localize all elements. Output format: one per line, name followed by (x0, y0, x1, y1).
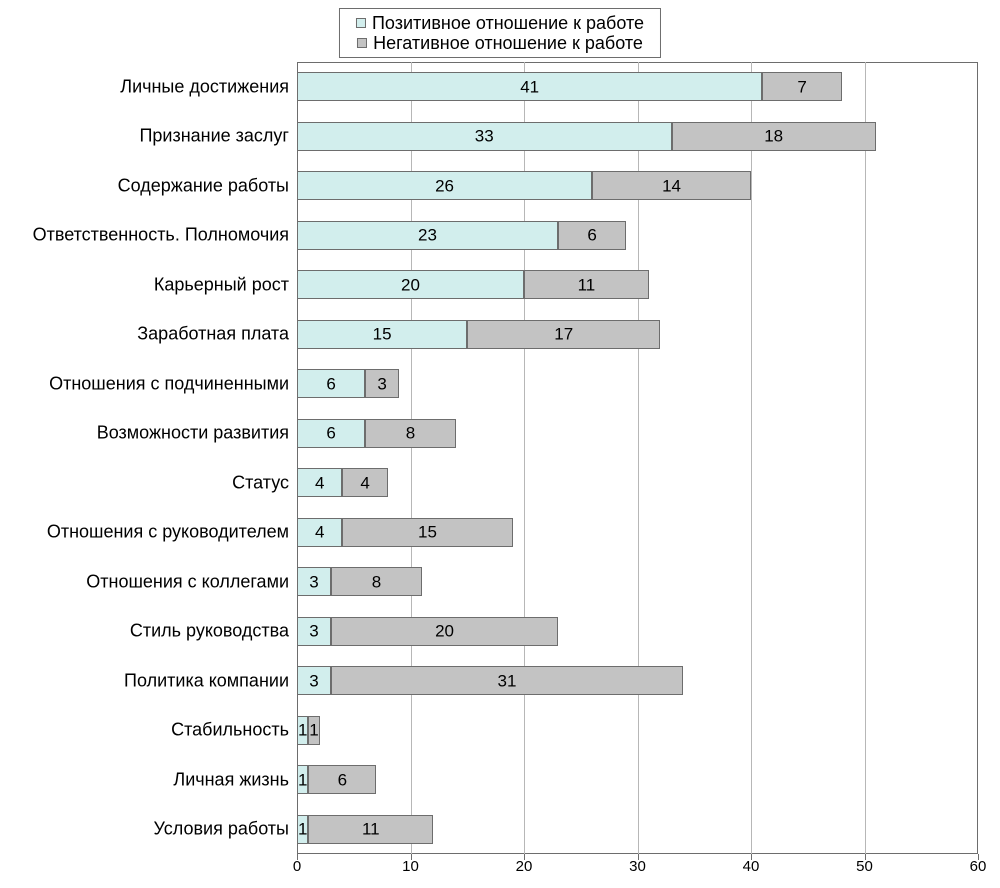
legend-item-negative: Негативное отношение к работе (356, 33, 644, 53)
bar-value-label: 6 (338, 771, 347, 788)
bar-positive: 1 (297, 716, 308, 745)
bar-value-label: 18 (764, 128, 783, 145)
bar-positive: 4 (297, 518, 342, 547)
bar-negative: 31 (331, 666, 683, 695)
bar-positive: 6 (297, 369, 365, 398)
bar-positive: 1 (297, 765, 308, 794)
bar-value-label: 8 (406, 425, 415, 442)
bar-negative: 6 (558, 221, 626, 250)
xtick-label: 60 (970, 854, 987, 875)
legend-swatch-positive (356, 18, 366, 28)
category-label: Отношения с коллегами (86, 571, 297, 592)
bar-value-label: 4 (360, 474, 369, 491)
category-label: Личные достижения (120, 76, 297, 97)
category-label: Содержание работы (118, 175, 297, 196)
bar-value-label: 33 (475, 128, 494, 145)
bar-positive: 33 (297, 122, 672, 151)
xtick-label: 50 (856, 854, 873, 875)
bar-value-label: 3 (309, 623, 318, 640)
bar-value-label: 20 (435, 623, 454, 640)
bar-positive: 15 (297, 320, 467, 349)
bar-value-label: 7 (797, 78, 806, 95)
bar-positive: 26 (297, 171, 592, 200)
category-label: Отношения с подчиненными (49, 373, 297, 394)
bar-positive: 3 (297, 666, 331, 695)
bar-value-label: 3 (309, 573, 318, 590)
bar-value-label: 3 (309, 672, 318, 689)
bar-value-label: 1 (298, 821, 307, 838)
bar-value-label: 6 (587, 227, 596, 244)
category-label: Заработная плата (137, 324, 297, 345)
bar-positive: 6 (297, 419, 365, 448)
bar-negative: 6 (308, 765, 376, 794)
gridline (865, 62, 866, 854)
bar-value-label: 31 (498, 672, 517, 689)
bar-negative: 14 (592, 171, 751, 200)
bar-value-label: 8 (372, 573, 381, 590)
category-label: Стабильность (171, 720, 297, 741)
xtick-label: 40 (743, 854, 760, 875)
bar-positive: 41 (297, 72, 762, 101)
legend-item-positive: Позитивное отношение к работе (356, 13, 644, 33)
bar-value-label: 41 (520, 78, 539, 95)
bar-positive: 3 (297, 617, 331, 646)
category-label: Политика компании (124, 670, 297, 691)
bar-value-label: 11 (362, 821, 380, 838)
plot-area: 0102030405060Личные достижения417Признан… (297, 62, 978, 854)
bar-negative: 20 (331, 617, 558, 646)
bar-value-label: 17 (554, 326, 573, 343)
bar-positive: 4 (297, 468, 342, 497)
bar-negative: 15 (342, 518, 512, 547)
chart-container: Позитивное отношение к работе Негативное… (0, 0, 1000, 888)
bar-negative: 8 (331, 567, 422, 596)
legend: Позитивное отношение к работе Негативное… (339, 8, 661, 58)
category-label: Возможности развития (97, 423, 297, 444)
legend-label-negative: Негативное отношение к работе (373, 33, 643, 53)
bar-value-label: 6 (326, 425, 335, 442)
category-label: Признание заслуг (139, 126, 297, 147)
bar-value-label: 1 (309, 722, 318, 739)
bar-value-label: 11 (578, 276, 596, 293)
bar-positive: 3 (297, 567, 331, 596)
bar-negative: 17 (467, 320, 660, 349)
legend-label-positive: Позитивное отношение к работе (372, 13, 644, 33)
xtick-label: 20 (516, 854, 533, 875)
category-label: Статус (232, 472, 297, 493)
bar-value-label: 20 (401, 276, 420, 293)
bar-negative: 11 (308, 815, 433, 844)
bar-value-label: 26 (435, 177, 454, 194)
bar-value-label: 15 (418, 524, 437, 541)
bar-positive: 20 (297, 270, 524, 299)
bar-value-label: 3 (377, 375, 386, 392)
bar-negative: 8 (365, 419, 456, 448)
xtick-label: 0 (293, 854, 301, 875)
bar-negative: 4 (342, 468, 387, 497)
bar-value-label: 6 (326, 375, 335, 392)
bar-value-label: 1 (298, 771, 307, 788)
bar-value-label: 4 (315, 524, 324, 541)
category-label: Ответственность. Полномочия (33, 225, 297, 246)
bar-value-label: 14 (662, 177, 681, 194)
category-label: Отношения с руководителем (47, 522, 297, 543)
xtick-label: 10 (402, 854, 419, 875)
xtick-label: 30 (629, 854, 646, 875)
bar-value-label: 4 (315, 474, 324, 491)
category-label: Стиль руководства (130, 621, 297, 642)
category-label: Личная жизнь (173, 769, 297, 790)
bar-negative: 7 (762, 72, 841, 101)
gridline (751, 62, 752, 854)
bar-value-label: 1 (298, 722, 307, 739)
bar-value-label: 23 (418, 227, 437, 244)
bar-negative: 11 (524, 270, 649, 299)
category-label: Карьерный рост (154, 274, 297, 295)
bar-negative: 1 (308, 716, 319, 745)
category-label: Условия работы (154, 819, 297, 840)
bar-negative: 18 (672, 122, 876, 151)
bar-value-label: 15 (373, 326, 392, 343)
bar-positive: 23 (297, 221, 558, 250)
bar-negative: 3 (365, 369, 399, 398)
bar-positive: 1 (297, 815, 308, 844)
legend-swatch-negative (357, 38, 367, 48)
